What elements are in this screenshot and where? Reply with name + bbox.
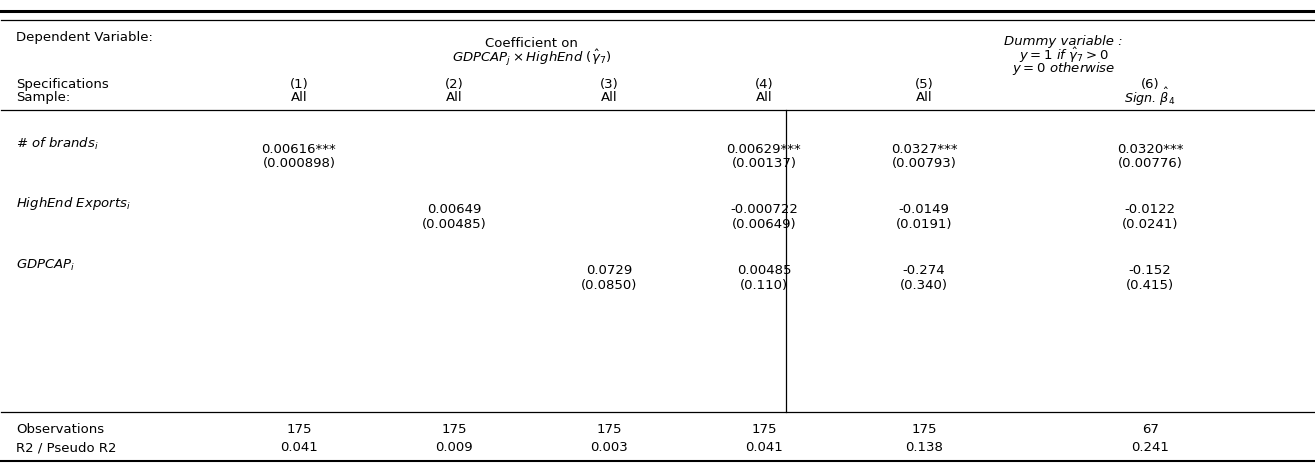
- Text: 0.00616***: 0.00616***: [262, 143, 337, 156]
- Text: 175: 175: [441, 424, 467, 437]
- Text: -0.274: -0.274: [903, 264, 945, 277]
- Text: Dummy variable :: Dummy variable :: [1005, 35, 1123, 48]
- Text: (4): (4): [755, 78, 773, 91]
- Text: $\#\ of\ brands_i$: $\#\ of\ brands_i$: [17, 135, 99, 152]
- Text: Dependent Variable:: Dependent Variable:: [17, 31, 154, 44]
- Text: (0.0241): (0.0241): [1122, 218, 1178, 231]
- Text: Specifications: Specifications: [17, 78, 109, 91]
- Text: All: All: [756, 91, 772, 104]
- Text: (0.0850): (0.0850): [581, 279, 636, 292]
- Text: $GDPCAP_i$: $GDPCAP_i$: [17, 258, 76, 272]
- Text: R2 / Pseudo R2: R2 / Pseudo R2: [17, 441, 117, 454]
- Text: 0.0729: 0.0729: [585, 264, 633, 277]
- Text: All: All: [601, 91, 617, 104]
- Text: -0.0122: -0.0122: [1124, 203, 1176, 216]
- Text: 0.00649: 0.00649: [426, 203, 481, 216]
- Text: $GDPCAP_j \times HighEnd\ (\hat{\gamma}_7)$: $GDPCAP_j \times HighEnd\ (\hat{\gamma}_…: [452, 48, 611, 68]
- Text: (0.00776): (0.00776): [1118, 157, 1182, 170]
- Text: (0.340): (0.340): [901, 279, 948, 292]
- Text: Sign. $\hat{\beta}_4$: Sign. $\hat{\beta}_4$: [1124, 86, 1176, 108]
- Text: -0.0149: -0.0149: [898, 203, 949, 216]
- Text: 0.00629***: 0.00629***: [726, 143, 801, 156]
- Text: (0.000898): (0.000898): [263, 157, 335, 170]
- Text: (0.0191): (0.0191): [896, 218, 952, 231]
- Text: (3): (3): [600, 78, 618, 91]
- Text: 0.00485: 0.00485: [736, 264, 792, 277]
- Text: $HighEnd\ Exports_i$: $HighEnd\ Exports_i$: [17, 195, 132, 212]
- Text: Observations: Observations: [17, 424, 105, 437]
- Text: 175: 175: [596, 424, 622, 437]
- Text: 0.0327***: 0.0327***: [890, 143, 957, 156]
- Text: 175: 175: [911, 424, 936, 437]
- Text: (2): (2): [444, 78, 463, 91]
- Text: (0.00649): (0.00649): [731, 218, 796, 231]
- Text: -0.000722: -0.000722: [730, 203, 798, 216]
- Text: 0.041: 0.041: [746, 441, 782, 454]
- Text: $y = 0\ otherwise$: $y = 0\ otherwise$: [1011, 60, 1115, 77]
- Text: -0.152: -0.152: [1128, 264, 1172, 277]
- Text: 0.009: 0.009: [435, 441, 472, 454]
- Text: All: All: [446, 91, 462, 104]
- Text: (0.415): (0.415): [1126, 279, 1174, 292]
- Text: (0.110): (0.110): [740, 279, 788, 292]
- Text: (0.00485): (0.00485): [422, 218, 487, 231]
- Text: 175: 175: [751, 424, 777, 437]
- Text: 0.138: 0.138: [905, 441, 943, 454]
- Text: 67: 67: [1141, 424, 1159, 437]
- Text: (1): (1): [289, 78, 308, 91]
- Text: All: All: [291, 91, 308, 104]
- Text: $y = 1\ if\ \hat{\gamma}_7 > 0$: $y = 1\ if\ \hat{\gamma}_7 > 0$: [1019, 46, 1109, 65]
- Text: All: All: [915, 91, 932, 104]
- Text: Sample:: Sample:: [17, 91, 71, 104]
- Text: Coefficient on: Coefficient on: [485, 37, 577, 50]
- Text: 0.041: 0.041: [280, 441, 318, 454]
- Text: 0.0320***: 0.0320***: [1116, 143, 1184, 156]
- Text: (5): (5): [915, 78, 934, 91]
- Text: (6): (6): [1141, 78, 1160, 91]
- Text: 0.003: 0.003: [590, 441, 627, 454]
- Text: 0.241: 0.241: [1131, 441, 1169, 454]
- Text: (0.00793): (0.00793): [892, 157, 956, 170]
- Text: 175: 175: [287, 424, 312, 437]
- Text: (0.00137): (0.00137): [731, 157, 797, 170]
